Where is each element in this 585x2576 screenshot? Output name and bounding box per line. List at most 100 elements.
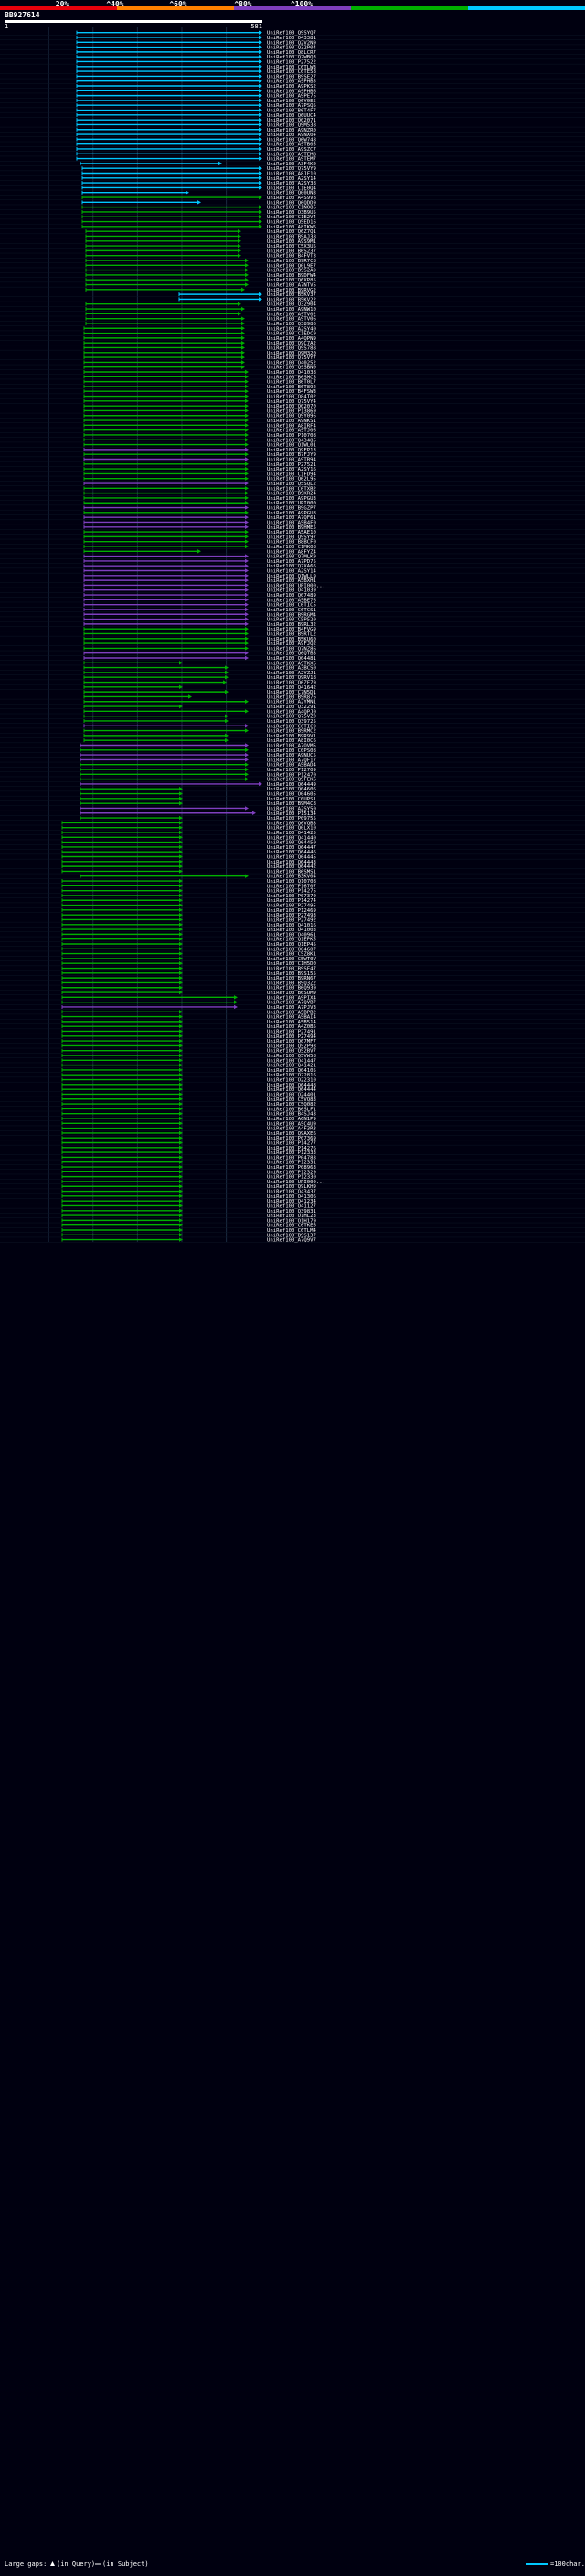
hit-label: UniRef100_Q9C7A2: [267, 341, 316, 346]
hit-arrow: [179, 1048, 183, 1053]
hit-arrow: [234, 1000, 238, 1004]
hit-label: UniRef100_O43381: [267, 36, 316, 41]
hit-label: UniRef100_Q5VW58: [267, 1054, 317, 1059]
hit-arrow: [179, 1140, 183, 1145]
footer-in-subject: (in Subject): [102, 2560, 149, 2568]
hit-label: UniRef100_Q6XP85: [267, 278, 316, 283]
hit-arrow: [238, 302, 241, 306]
hit-arrow: [241, 331, 245, 335]
hit-arrow: [245, 564, 249, 568]
hit-label: UniRef100_P15134: [267, 811, 317, 817]
hit-arrow: [245, 369, 249, 375]
hit-label: UniRef100_B9S137: [267, 1233, 316, 1238]
hit-arrow: [179, 1044, 183, 1048]
hit-label: UniRef100_C6TE58: [267, 69, 317, 75]
hit-arrow: [259, 219, 262, 224]
hit-arrow: [259, 127, 262, 132]
hit-label: UniRef100_O04605: [267, 792, 316, 798]
hit-label: UniRef100_B9S155: [267, 971, 316, 977]
hit-arrow: [245, 646, 249, 651]
hit-arrow: [241, 355, 245, 360]
hit-arrow: [259, 54, 262, 59]
hit-label: UniRef100_A9NKS1: [267, 419, 316, 424]
hit-label: UniRef100_Q6VQB3: [267, 821, 316, 826]
hit-arrow: [179, 1053, 183, 1058]
score-scale-label: ^100%: [291, 0, 313, 8]
hit-arrow: [245, 495, 249, 501]
hit-label: UniRef100_A2SY38: [267, 181, 317, 186]
hit-arrow: [245, 607, 249, 612]
hit-label: UniRef100_B6T4F7: [267, 109, 316, 114]
hit-arrow: [179, 1034, 183, 1038]
hit-label: UniRef100_B5KV22: [267, 297, 316, 302]
hit-label: UniRef100_A9PIX4: [267, 995, 317, 1001]
hit-arrow: [179, 888, 183, 893]
score-scale-label: 20%: [56, 0, 69, 8]
hit-arrow: [245, 568, 249, 573]
hit-arrow: [179, 970, 183, 976]
hit-label: UniRef100_P12709: [267, 768, 316, 773]
hit-label: UniRef100_A5AE10: [267, 530, 316, 535]
hit-label: UniRef100_A9TB94: [267, 457, 317, 462]
hit-label: UniRef100_A7QVM5: [267, 743, 316, 748]
hit-label: UniRef100_A8JF10: [267, 171, 316, 176]
hit-arrow: [179, 1082, 183, 1087]
hit-label: UniRef100_Q64446: [267, 850, 316, 855]
hit-label: UniRef100_C6TCS1: [267, 608, 316, 613]
hit-label: UniRef100_O41425: [267, 831, 316, 836]
hit-label: UniRef100_A7PD75: [267, 559, 316, 565]
hit-label: UniRef100_Q67MF7: [267, 1039, 316, 1044]
hit-label: UniRef100_B9RMC2: [267, 729, 316, 735]
hit-arrow: [179, 1097, 183, 1101]
hit-label: UniRef100_O04607: [267, 947, 316, 952]
hit-arrow: [238, 253, 241, 258]
hit-label: UniRef100_C1E2V4: [267, 215, 317, 220]
hit-arrow: [245, 602, 249, 607]
hit-arrow: [259, 108, 262, 112]
hit-arrow: [259, 175, 262, 181]
hit-label: UniRef100_B6Q939: [267, 986, 316, 991]
hit-label: UniRef100_A5BXH1: [267, 578, 316, 584]
hit-label: UniRef100_Q52P93: [267, 1044, 316, 1049]
hit-arrow: [245, 529, 249, 535]
hit-arrow: [245, 758, 249, 762]
hit-label: UniRef100_A9PKS2: [267, 84, 316, 90]
hit-label: UniRef100_Q75VZ0: [267, 715, 316, 720]
hit-arrow: [179, 1193, 183, 1199]
hit-label: UniRef100_Q38986: [267, 322, 316, 327]
hit-arrow: [259, 103, 262, 108]
hit-label: UniRef100_Q9LKH9: [267, 1184, 316, 1190]
score-scale-segment: [234, 6, 351, 10]
hit-arrow: [238, 249, 241, 253]
hit-arrow: [179, 1227, 183, 1233]
hit-label: UniRef100_C6TIC5: [267, 603, 316, 609]
hit-arrow: [225, 689, 229, 694]
hit-arrow: [225, 718, 229, 724]
hit-label: UniRef100_Q64448: [267, 1083, 317, 1088]
hit-arrow: [245, 263, 249, 268]
hit-label: UniRef100_Q7NZ86: [267, 646, 316, 652]
hit-label: UniRef100_C1EDC9: [267, 332, 316, 337]
hit-label: UniRef100_Q75VY9: [267, 166, 316, 172]
hit-arrow: [179, 800, 183, 806]
hit-arrow: [179, 1023, 183, 1029]
hit-arrow: [179, 898, 183, 903]
hit-label: UniRef100_C7N5D1: [267, 690, 316, 695]
hit-arrow: [241, 340, 245, 345]
score-scale-segment: [117, 6, 234, 10]
hit-arrow: [179, 1063, 183, 1067]
hit-label: UniRef100_C6TLW3: [267, 65, 316, 70]
hit-label: UniRef100_B9R876: [267, 694, 316, 700]
hit-arrow: [234, 995, 238, 1000]
hit-label: UniRef100_Q9M538: [267, 122, 317, 128]
hit-label: UniRef100_A8FYZ4: [267, 549, 317, 555]
hit-label: UniRef100_P27521: [267, 462, 316, 468]
hit-label: UniRef100_B5KU60: [267, 637, 316, 642]
hit-label: UniRef100_A4F3R3: [267, 1127, 316, 1132]
hit-label: UniRef100_P07369: [267, 1136, 316, 1141]
hit-label: UniRef100_A7Q9V7: [267, 1238, 316, 1244]
hit-label: UniRef100_A9PGU3: [267, 496, 316, 502]
hit-arrow: [245, 747, 249, 752]
hit-label: UniRef100_Q32291: [267, 705, 316, 710]
hit-label: UniRef100_UPI000...: [267, 583, 325, 588]
